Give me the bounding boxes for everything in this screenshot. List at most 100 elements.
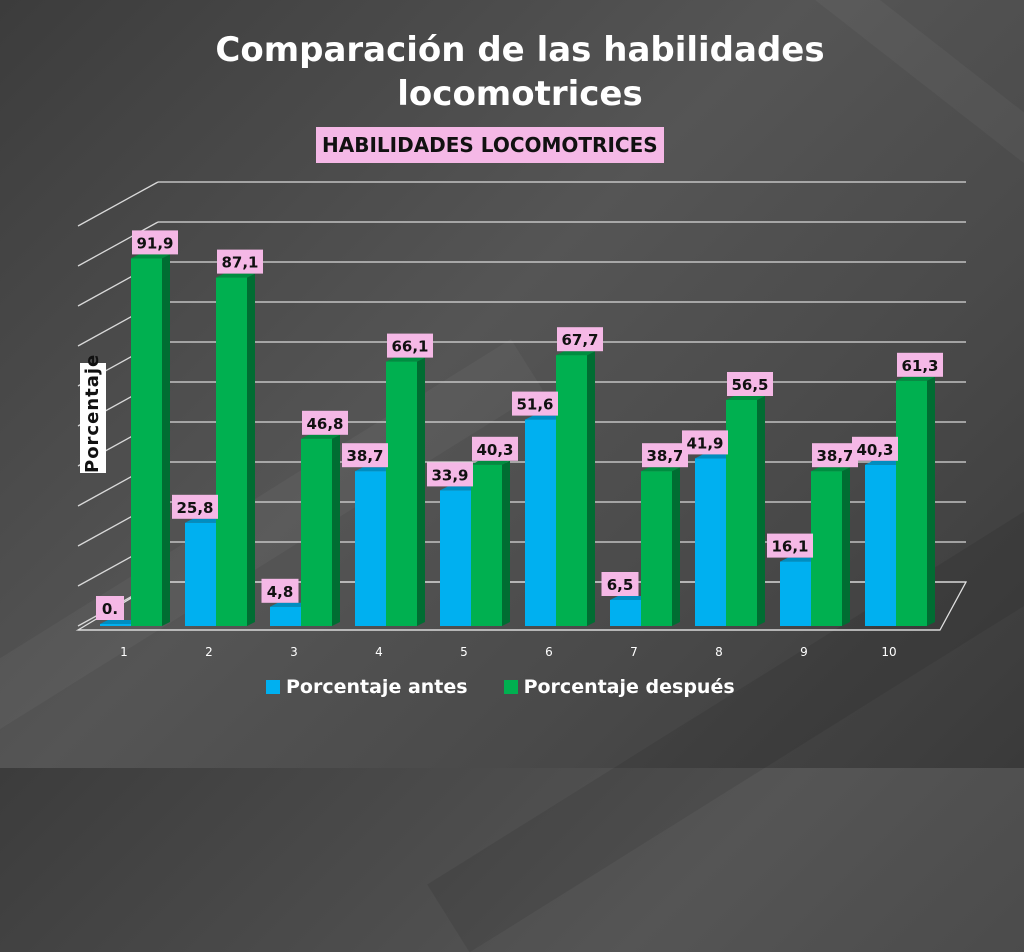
bar-antes-top: [865, 460, 904, 465]
slide-title: Comparación de las habilidades locomotri…: [215, 30, 825, 114]
x-tick-label: 1: [120, 645, 128, 659]
bar-antes-top: [355, 467, 394, 472]
bar-despues-top: [216, 273, 255, 278]
data-label-antes: 38,7: [346, 447, 383, 465]
bar-antes-top: [780, 557, 819, 562]
bar-antes-top: [610, 596, 649, 600]
bar-despues-side: [927, 376, 935, 626]
data-label-antes-bg: [172, 494, 218, 519]
data-label-antes: 6,5: [607, 576, 634, 594]
data-label-despues: 67,7: [561, 331, 598, 349]
data-label-despues: 38,7: [816, 447, 853, 465]
bar-antes: [865, 464, 896, 626]
x-tick-label: 10: [881, 645, 896, 659]
bar-chart: 0. 91,9 1 25,8 87,1 2 4,8 46,8 3 38,7 66,1 4 33,9 40,…: [75, 181, 968, 659]
bar-antes: [440, 490, 471, 626]
data-label-antes-bg: [852, 436, 898, 461]
legend-label-antes: Porcentaje antes: [286, 676, 468, 698]
bar-despues-top: [556, 351, 595, 356]
data-label-antes: 41,9: [686, 434, 723, 452]
bar-despues-side: [247, 273, 255, 626]
bar-antes: [780, 561, 811, 626]
bar-antes-top: [100, 620, 139, 624]
bar-antes: [100, 624, 131, 626]
bar-antes: [355, 471, 386, 626]
data-label-antes-bg: [96, 596, 124, 620]
chart-title: HABILIDADES LOCOMOTRICES: [316, 127, 664, 163]
data-label-antes-bg: [682, 430, 728, 455]
data-label-despues: 46,8: [306, 415, 343, 433]
gridline-depth: [77, 221, 159, 267]
bar-antes-top: [525, 415, 564, 420]
bar-despues-top: [811, 467, 850, 472]
legend-swatch-despues: [503, 680, 518, 694]
bar-despues: [301, 438, 332, 626]
data-label-despues: 40,3: [476, 441, 513, 459]
bar-antes-top: [695, 454, 734, 459]
bar-despues-top: [641, 467, 680, 472]
bar-antes: [270, 606, 301, 626]
bar-antes: [610, 600, 641, 626]
bar-despues: [386, 361, 417, 626]
bar-despues: [896, 380, 927, 626]
bar-despues-side: [162, 254, 170, 626]
data-label-antes: 16,1: [771, 538, 808, 556]
data-label-antes: 0.: [102, 600, 118, 618]
bar-despues-side: [587, 351, 595, 626]
bar-despues-top: [131, 254, 170, 259]
x-tick-label: 8: [715, 645, 723, 659]
bar-despues-side: [502, 460, 510, 626]
bar-despues: [131, 258, 162, 626]
data-label-antes-bg: [767, 533, 813, 558]
data-label-antes: 40,3: [856, 441, 893, 459]
data-label-despues-bg: [812, 443, 858, 468]
bar-despues: [641, 471, 672, 626]
data-label-despues-bg: [302, 410, 348, 435]
bar-despues: [811, 471, 842, 626]
bar-antes: [695, 458, 726, 626]
data-label-despues-bg: [387, 333, 433, 358]
data-label-despues-bg: [557, 327, 603, 352]
data-label-antes-bg: [261, 578, 299, 603]
x-tick-label: 3: [290, 645, 298, 659]
data-label-antes-bg: [427, 462, 473, 487]
bar-antes: [185, 522, 216, 626]
data-label-despues-bg: [727, 372, 773, 396]
bar-antes-top: [185, 518, 224, 523]
data-label-antes-bg: [512, 391, 558, 416]
bar-antes-top: [270, 602, 309, 607]
data-label-despues-bg: [897, 352, 943, 377]
data-label-despues: 87,1: [221, 254, 258, 272]
legend-item-despues: Porcentaje después: [503, 676, 735, 698]
data-label-antes: 51,6: [516, 396, 553, 414]
data-label-antes: 25,8: [176, 499, 213, 517]
bar-despues-side: [417, 357, 425, 626]
x-tick-label: 2: [205, 645, 213, 659]
bar-antes: [525, 419, 556, 626]
y-axis-label: Porcentaje: [80, 354, 106, 473]
x-tick-label: 5: [460, 645, 468, 659]
bar-despues-top: [471, 460, 510, 465]
data-label-despues: 66,1: [391, 338, 428, 356]
x-tick-label: 4: [375, 645, 383, 659]
bar-despues-top: [896, 376, 935, 381]
x-tick-label: 9: [800, 645, 808, 659]
legend-item-antes: Porcentaje antes: [266, 676, 468, 698]
x-tick-label: 7: [630, 645, 638, 659]
data-label-despues: 91,9: [136, 234, 173, 252]
data-label-despues-bg: [217, 249, 263, 274]
bar-despues-side: [672, 467, 680, 626]
bar-despues: [726, 400, 757, 626]
data-label-antes: 4,8: [267, 583, 294, 601]
data-label-antes-bg: [342, 443, 388, 468]
data-label-despues: 61,3: [901, 357, 938, 375]
legend-label-despues: Porcentaje después: [523, 676, 735, 698]
data-label-antes: 33,9: [431, 466, 468, 484]
x-tick-label: 6: [545, 645, 553, 659]
gridline-depth: [77, 181, 159, 227]
bar-despues-top: [301, 434, 340, 439]
bar-antes-top: [440, 486, 479, 491]
bar-despues: [556, 355, 587, 626]
bar-despues: [471, 464, 502, 626]
bar-despues: [216, 277, 247, 626]
